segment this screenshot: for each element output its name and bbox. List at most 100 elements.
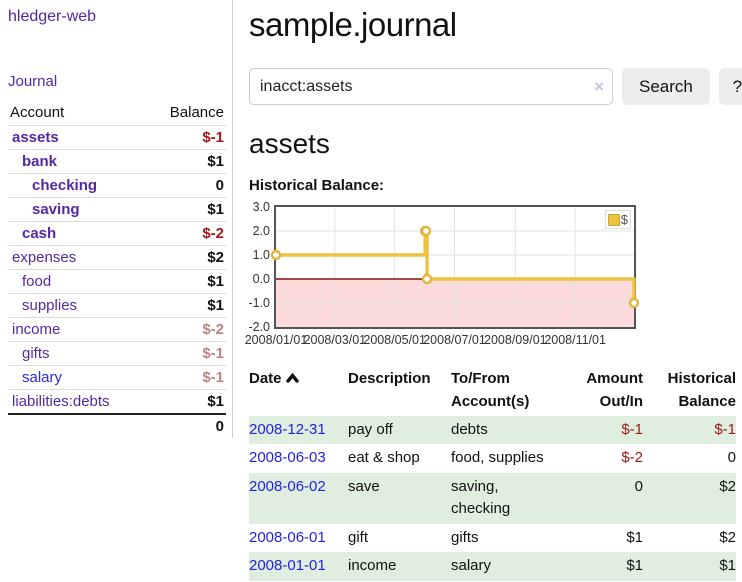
register-description-cell: eat & shop bbox=[348, 449, 420, 466]
account-row: liabilities:debts $1 bbox=[8, 389, 226, 415]
account-heading: assets bbox=[249, 128, 330, 159]
register-description-cell: income bbox=[348, 557, 397, 574]
sidebar-account-link[interactable]: food bbox=[22, 273, 52, 290]
transaction-date-link[interactable]: 2008-06-03 bbox=[249, 449, 326, 466]
register-header-description: Description bbox=[348, 370, 431, 387]
data-point-marker bbox=[421, 273, 433, 285]
chart-legend: $ bbox=[604, 210, 631, 229]
register-description-cell: save bbox=[348, 477, 380, 495]
search-button[interactable]: Search bbox=[622, 68, 710, 105]
account-row: saving $1 bbox=[8, 197, 226, 222]
sidebar-account-link[interactable]: assets bbox=[12, 129, 59, 146]
transaction-date-link[interactable]: 2008-06-01 bbox=[249, 528, 326, 546]
register-balance-cell: $2 bbox=[719, 528, 736, 546]
account-balance: $1 bbox=[207, 273, 224, 290]
register-balance-cell: $-1 bbox=[714, 420, 736, 438]
chart-y-axis: 3.0 2.0 1.0 0.0 -1.0 -2.0 bbox=[248, 200, 271, 334]
x-tick-label: 2008/03/01 bbox=[303, 333, 367, 347]
account-balance: $-1 bbox=[202, 369, 224, 386]
sidebar-account-link[interactable]: liabilities:debts bbox=[12, 393, 110, 410]
chart-title: Historical Balance: bbox=[249, 177, 385, 194]
data-point-marker bbox=[420, 225, 432, 237]
register-header-historical: Historical Balance bbox=[667, 370, 736, 411]
sidebar-account-link[interactable]: salary bbox=[22, 369, 63, 386]
register-row: 2008-06-03 eat & shop food, supplies $-2 0 bbox=[249, 444, 736, 473]
sidebar-account-link[interactable]: income bbox=[12, 321, 61, 338]
sidebar-account-link[interactable]: bank bbox=[22, 153, 58, 170]
account-balance: $-2 bbox=[202, 225, 224, 242]
chart-plot-area[interactable]: $ bbox=[270, 205, 640, 329]
accounts-total-spacer bbox=[8, 413, 148, 438]
search-input[interactable] bbox=[249, 68, 613, 105]
sidebar-account-link[interactable]: expenses bbox=[12, 249, 77, 266]
register-amount-cell: $-1 bbox=[621, 420, 643, 438]
legend-label: $ bbox=[620, 212, 628, 227]
app-title-link[interactable]: hledger-web bbox=[8, 8, 97, 25]
y-tick-label: 0.0 bbox=[252, 272, 270, 286]
sidebar-account-link[interactable]: saving bbox=[32, 201, 80, 218]
register-accounts-cell: gifts bbox=[451, 528, 479, 546]
accounts-header-account: Account bbox=[10, 104, 65, 121]
transaction-date-link[interactable]: 2008-12-31 bbox=[249, 420, 326, 438]
account-balance: $1 bbox=[207, 297, 224, 314]
account-row: gifts $-1 bbox=[8, 341, 226, 366]
account-balance: 0 bbox=[215, 177, 224, 194]
register-table: Date Description To/From Account(s) Amount Ou… bbox=[249, 365, 736, 581]
data-point-marker bbox=[628, 297, 640, 309]
account-row: bank $1 bbox=[8, 149, 226, 174]
register-row: 2008-06-01 gift gifts $1 $2 bbox=[249, 524, 736, 553]
x-tick-label: 2008/09/01 bbox=[484, 333, 547, 347]
account-row: checking 0 bbox=[8, 173, 226, 198]
transaction-date-link[interactable]: 2008-06-02 bbox=[249, 477, 326, 495]
register-date-cell: 2008-06-01 bbox=[249, 524, 348, 553]
sidebar-item-journal[interactable]: Journal bbox=[8, 73, 58, 90]
historical-balance-chart: 3.0 2.0 1.0 0.0 -1.0 -2.0 $ 2008/01/01 2008/03… bbox=[245, 200, 742, 353]
register-amount-cell: $1 bbox=[626, 557, 643, 574]
account-balance: $2 bbox=[207, 249, 224, 266]
register-description-cell: pay off bbox=[348, 420, 393, 438]
register-header-row: Date Description To/From Account(s) Amount Ou… bbox=[249, 365, 736, 416]
y-tick-label: 1.0 bbox=[252, 248, 270, 262]
clear-search-icon[interactable]: × bbox=[594, 76, 604, 96]
data-point-marker bbox=[270, 249, 282, 261]
register-date-cell: 2008-01-01 bbox=[249, 552, 348, 581]
y-tick-label: -2.0 bbox=[248, 320, 270, 334]
register-accounts-cell: food, supplies bbox=[451, 449, 544, 466]
search-input-wrap: × bbox=[249, 68, 613, 105]
account-balance: $-2 bbox=[202, 321, 224, 338]
y-tick-label: 3.0 bbox=[252, 200, 270, 214]
account-balance: $1 bbox=[207, 201, 224, 218]
chart-x-axis: 2008/01/01 2008/03/01 2008/05/01 2008/07/01… bbox=[245, 333, 636, 349]
account-balance: $1 bbox=[207, 393, 224, 410]
account-balance: $-1 bbox=[202, 345, 224, 362]
transaction-date-link[interactable]: 2008-01-01 bbox=[249, 557, 326, 574]
sidebar-account-link[interactable]: supplies bbox=[22, 297, 78, 314]
register-row: 2008-01-01 income salary $1 $1 bbox=[249, 552, 736, 581]
accounts-total-row: 0 bbox=[8, 413, 226, 438]
sidebar-account-link[interactable]: gifts bbox=[22, 345, 50, 362]
register-header-date[interactable]: Date bbox=[249, 365, 348, 416]
account-balance: $1 bbox=[207, 153, 224, 170]
help-button[interactable]: ? bbox=[718, 68, 742, 105]
register-description-cell: gift bbox=[348, 528, 369, 546]
account-row: assets $-1 bbox=[8, 125, 226, 150]
search-form: × Search ? bbox=[249, 68, 742, 105]
x-tick-label: 2008/01/01 bbox=[244, 333, 308, 347]
register-accounts-cell: saving, checking bbox=[451, 477, 511, 518]
register-row: 2008-06-02 save saving, checking 0 $2 bbox=[249, 472, 736, 524]
register-accounts-cell: debts bbox=[451, 420, 488, 438]
sort-ascending-icon bbox=[285, 373, 299, 383]
register-date-cell: 2008-06-02 bbox=[249, 473, 348, 524]
account-row: cash $-2 bbox=[8, 221, 226, 246]
y-tick-label: -1.0 bbox=[248, 296, 270, 310]
register-balance-cell: $2 bbox=[719, 477, 736, 495]
register-header-amount: Amount Out/In bbox=[586, 370, 643, 411]
register-date-cell: 2008-06-03 bbox=[249, 444, 348, 473]
page-title: sample.journal bbox=[249, 6, 457, 43]
register-amount-cell: $1 bbox=[626, 528, 643, 546]
x-tick-label: 2008/05/01 bbox=[363, 333, 426, 347]
sidebar-account-link[interactable]: checking bbox=[32, 177, 98, 194]
sidebar-account-link[interactable]: cash bbox=[22, 225, 57, 242]
register-amount-cell: $-2 bbox=[621, 449, 643, 466]
x-tick-label: 2008/11/01 bbox=[544, 333, 606, 347]
